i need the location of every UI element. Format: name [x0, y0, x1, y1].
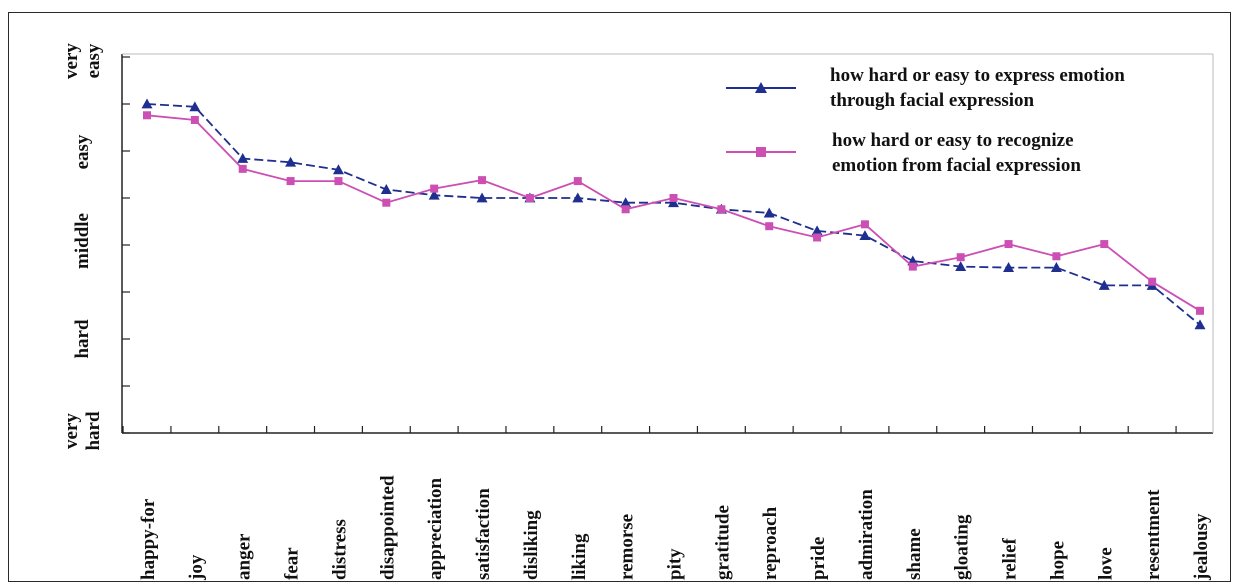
y-label-4: easy [83, 43, 104, 78]
point-gloating [956, 253, 965, 262]
point-relief [1003, 262, 1015, 272]
x-label-remorse: remorse [617, 514, 638, 580]
point-love [1100, 240, 1109, 249]
point-pity [668, 197, 679, 208]
legend-marker-1 [755, 82, 767, 93]
x-label-jealousy: jealousy [1191, 513, 1212, 581]
legend-label-2: how hard or easy to recognize [832, 130, 1074, 151]
x-label-liking: liking [569, 533, 590, 580]
point-shame [908, 262, 917, 271]
point-happy-for [143, 111, 151, 120]
x-label-gratitude: gratitude [712, 505, 733, 580]
point-liking [572, 192, 584, 203]
point-pride [811, 225, 823, 236]
point-love [1098, 279, 1110, 290]
point-pride [813, 233, 822, 242]
point-joy [189, 101, 201, 112]
point-admiration [860, 220, 869, 229]
point-distress [334, 177, 343, 186]
x-label-disappointed: disappointed [377, 475, 398, 580]
x-label-admiration: admiration [856, 489, 877, 580]
point-liking [573, 177, 582, 186]
x-label-satisfaction: satisfaction [473, 488, 494, 580]
x-label-shame: shame [904, 528, 925, 580]
x-label-hope: hope [1047, 541, 1068, 580]
y-label-2: middle [72, 213, 93, 269]
point-distress [332, 164, 344, 175]
point-reproach [763, 207, 775, 218]
legend-label-1: through facial expression [830, 90, 1035, 111]
point-remorse [620, 197, 632, 208]
x-label-disliking: disliking [521, 510, 542, 580]
series-layer [141, 98, 1206, 330]
axes [121, 53, 1214, 434]
x-label-fear: fear [282, 547, 303, 580]
point-jealousy [1194, 319, 1206, 330]
point-disappointed [382, 198, 391, 207]
point-disappointed [380, 184, 392, 194]
point-remorse [621, 205, 630, 214]
chart-frame [8, 12, 1231, 582]
x-label-anger: anger [234, 533, 255, 580]
x-label-pride: pride [808, 537, 829, 580]
point-resentment [1148, 277, 1157, 286]
x-label-joy: joy [186, 554, 207, 581]
point-fear [285, 156, 297, 167]
x-label-resentment: resentment [1143, 489, 1164, 580]
point-happy-for [141, 98, 153, 109]
x-label-relief: relief [1000, 537, 1021, 580]
x-tick-labels: happy-for joy anger fear distress disappointe… [138, 475, 1212, 581]
point-fear [286, 177, 295, 186]
point-admiration [859, 230, 871, 240]
x-label-happy-for: happy-for [138, 498, 159, 580]
series-2 [143, 111, 1204, 315]
point-hope [1052, 252, 1061, 261]
point-gloating [955, 261, 967, 272]
y-label-4: very [61, 43, 82, 79]
point-appreciation [430, 184, 439, 193]
y-label-3: easy [72, 134, 93, 169]
y-label-0: very [61, 413, 82, 449]
x-label-love: love [1095, 547, 1116, 580]
point-pity [669, 194, 678, 202]
point-jealousy [1196, 306, 1204, 315]
x-label-reproach: reproach [760, 506, 781, 580]
point-joy [190, 115, 199, 124]
legend: how hard or easy to express emotion throu… [726, 65, 1125, 176]
point-satisfaction [476, 192, 488, 203]
legend-label-1: how hard or easy to express emotion [830, 65, 1125, 86]
x-label-pity: pity [665, 548, 686, 580]
point-gratitude [717, 205, 726, 214]
y-label-1: hard [72, 319, 93, 359]
point-anger [237, 153, 249, 163]
legend-marker-2 [756, 147, 766, 157]
point-appreciation [428, 189, 440, 200]
x-label-gloating: gloating [952, 514, 973, 580]
point-disliking [525, 194, 534, 202]
legend-label-2: emotion from facial expression [832, 155, 1081, 176]
x-label-distress: distress [329, 519, 350, 580]
y-label-0: hard [83, 411, 104, 451]
point-satisfaction [478, 176, 487, 185]
x-label-appreciation: appreciation [425, 478, 446, 580]
point-anger [238, 164, 247, 173]
point-hope [1050, 262, 1062, 272]
point-reproach [765, 222, 774, 231]
point-relief [1004, 240, 1013, 249]
